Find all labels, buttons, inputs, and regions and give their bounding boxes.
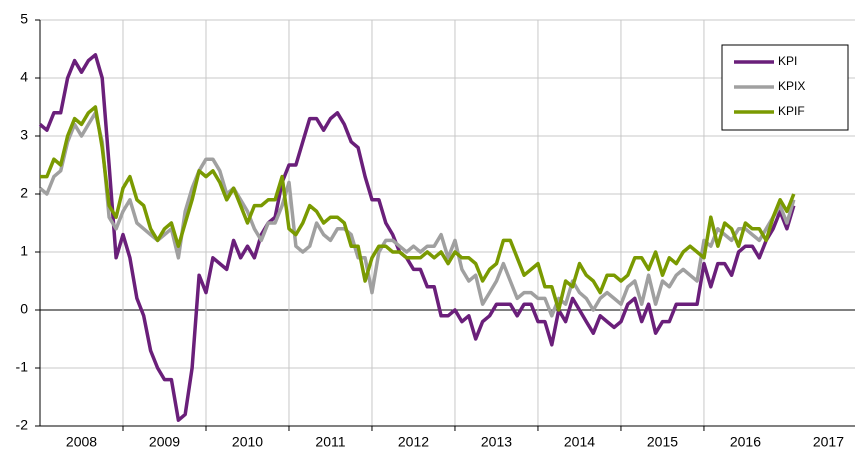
x-tick-label: 2016 [730,434,761,450]
x-tick-label: 2015 [647,434,678,450]
y-tick-label: 1 [20,243,28,259]
x-tick-label: 2009 [149,434,180,450]
x-tick-label: 2017 [813,434,844,450]
legend: KPI KPIX KPIF [721,44,849,131]
legend-label: KPI [778,54,797,68]
y-tick-label: 0 [20,301,28,317]
series-line [38,111,796,318]
x-tick-label: 2008 [66,434,97,450]
y-tick-label: -1 [16,359,29,375]
y-tick-label: 4 [20,69,28,85]
x-tick-label: 2011 [315,434,345,450]
y-tick-label: 2 [20,185,28,201]
series-line [40,105,796,312]
legend-label: KPIX [778,79,805,93]
series-line [38,53,796,422]
y-tick-label: 5 [20,11,28,27]
x-tick-label: 2014 [564,434,595,450]
x-tick-label: 2012 [398,434,429,450]
x-tick-label: 2013 [481,434,512,450]
x-tick-label: 2010 [232,434,263,450]
y-tick-label: -2 [16,417,29,433]
legend-label: KPIF [778,104,805,118]
y-tick-label: 3 [20,127,28,143]
